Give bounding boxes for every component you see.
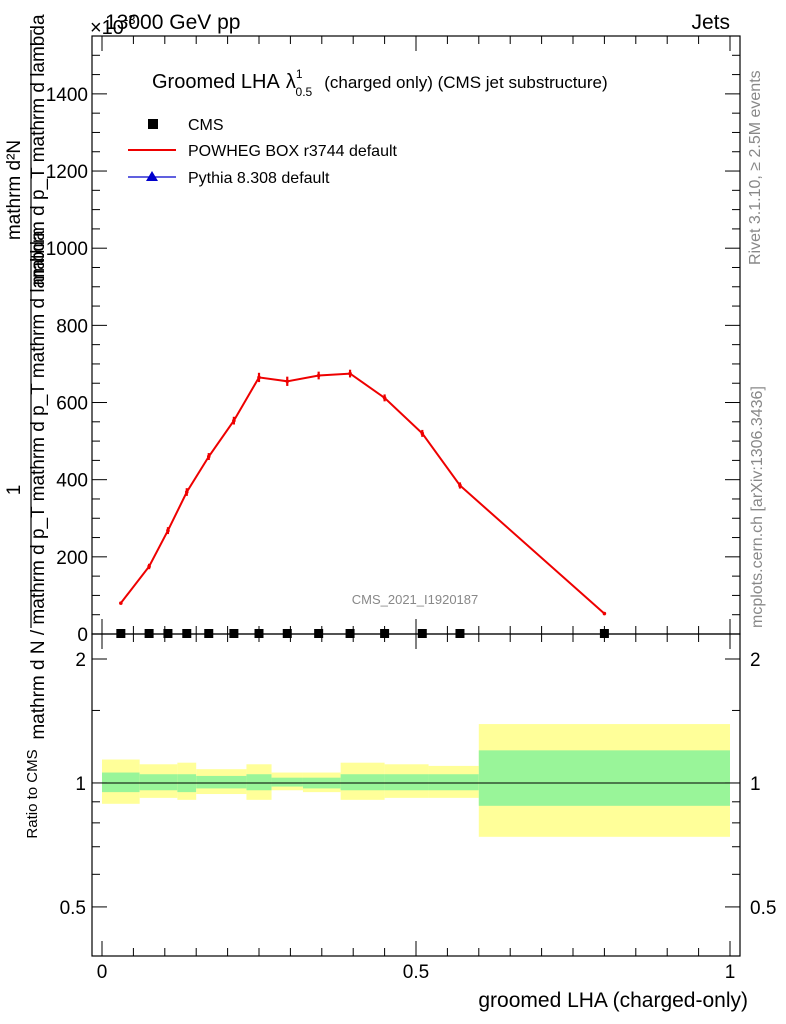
x-tick-label: 0 (97, 962, 108, 983)
main-plot-panel: 0 200 400 600 800 1000 1200 1400 Groomed LHA λ1 0… (4, 14, 741, 740)
main-y-tick-label: 400 (56, 471, 88, 492)
powheg-data-point (348, 371, 352, 376)
legend-label-pythia: Pythia 8.308 default (188, 170, 330, 187)
ratio-inner-band (340, 774, 385, 791)
ratio-x-axis: 0 0.5 1 (97, 634, 736, 983)
ratio-inner-band (102, 772, 140, 793)
ratio-y-label: Ratio to CMS (24, 749, 41, 838)
y-label-numerator-line: mathrm d²N (4, 140, 25, 240)
rivet-label: Rivet 3.1.10, ≥ 2.5M events (747, 70, 764, 265)
ratio-inner-band (428, 774, 479, 791)
powheg-data-point (184, 490, 189, 494)
legend-marker-cms (148, 119, 158, 129)
main-y-tick-label: 0 (77, 625, 88, 646)
ratio-inner-band (478, 750, 730, 806)
x-tick-label: 0.5 (403, 962, 429, 983)
main-y-tick-label: 200 (56, 548, 88, 569)
powheg-data-point (420, 431, 425, 436)
y-label-denominator: mathrm d N / mathrm d p_T mathrm d p_T m… (28, 230, 49, 740)
exponent-label: ×10-3 (90, 12, 136, 39)
header-left-label: 13000 GeV pp (105, 11, 240, 34)
ratio-inner-band (196, 775, 247, 789)
x-tick-label: 1 (725, 962, 736, 983)
y-label-denominator-line: mathrm d p_T mathrm d lambda (28, 14, 49, 285)
main-y-label: 1 mathrm d N / mathrm d p_T mathrm d p_T… (4, 14, 49, 740)
powheg-data-point (119, 601, 123, 605)
powheg-data-point (316, 373, 321, 378)
powheg-data-point (166, 528, 170, 533)
powheg-data-point (382, 396, 387, 400)
ratio-y-tick-label: 1 (75, 774, 86, 795)
plot-title: Groomed LHA λ1 0.5 (charged only) (CMS jet … (152, 67, 608, 99)
main-y-tick-label: 1400 (46, 85, 88, 106)
header-right-label: Jets (691, 11, 730, 34)
main-y-tick-label: 1200 (46, 162, 88, 183)
ratio-plot-panel: 0.5 0.51 12 2 0 0.5 1 Ratio to CMS groomed LH… (24, 633, 777, 1012)
legend-label-powheg: POWHEG BOX r3744 default (188, 143, 398, 160)
powheg-data-point (206, 454, 211, 459)
watermark: CMS_2021_I1920187 (352, 592, 479, 607)
main-y-tick-label: 800 (56, 316, 88, 337)
ratio-y-tick-label-right: 0.5 (750, 898, 776, 919)
main-y-tick-label: 1000 (46, 239, 88, 260)
ratio-y-tick-label-right: 2 (750, 650, 761, 671)
main-y-axis: 0 200 400 600 800 1000 1200 1400 (46, 35, 740, 646)
ratio-inner-band (384, 774, 429, 791)
powheg-data-point (147, 564, 151, 569)
legend-marker-pythia (146, 171, 158, 181)
ratio-inner-band (246, 774, 272, 791)
ratio-y-tick-label: 0.5 (60, 898, 86, 919)
powheg-data-point (458, 483, 462, 488)
ratio-bands-layer (102, 724, 730, 837)
powheg-data-point (257, 375, 261, 380)
powheg-series-line (120, 372, 606, 615)
powheg-data-point (285, 379, 290, 384)
main-y-tick-label: 600 (56, 394, 88, 415)
x-axis-label: groomed LHA (charged-only) (478, 989, 748, 1012)
ratio-inner-band (139, 774, 178, 791)
y-label-numerator: 1 (4, 485, 25, 496)
mcplots-label: mcplots.cern.ch [arXiv:1306.3436] (749, 386, 766, 628)
powheg-data-point (602, 611, 607, 616)
ratio-y-tick-label-right: 1 (750, 774, 761, 795)
ratio-inner-band (271, 777, 303, 787)
ratio-y-tick-label: 2 (75, 650, 86, 671)
ratio-y-axis: 0.5 0.5 1 1 2 2 (60, 650, 777, 919)
legend-label-cms: CMS (188, 117, 224, 134)
powheg-data-point (232, 418, 236, 423)
legend: CMS POWHEG BOX r3744 default Pythia 8.30… (128, 117, 398, 187)
